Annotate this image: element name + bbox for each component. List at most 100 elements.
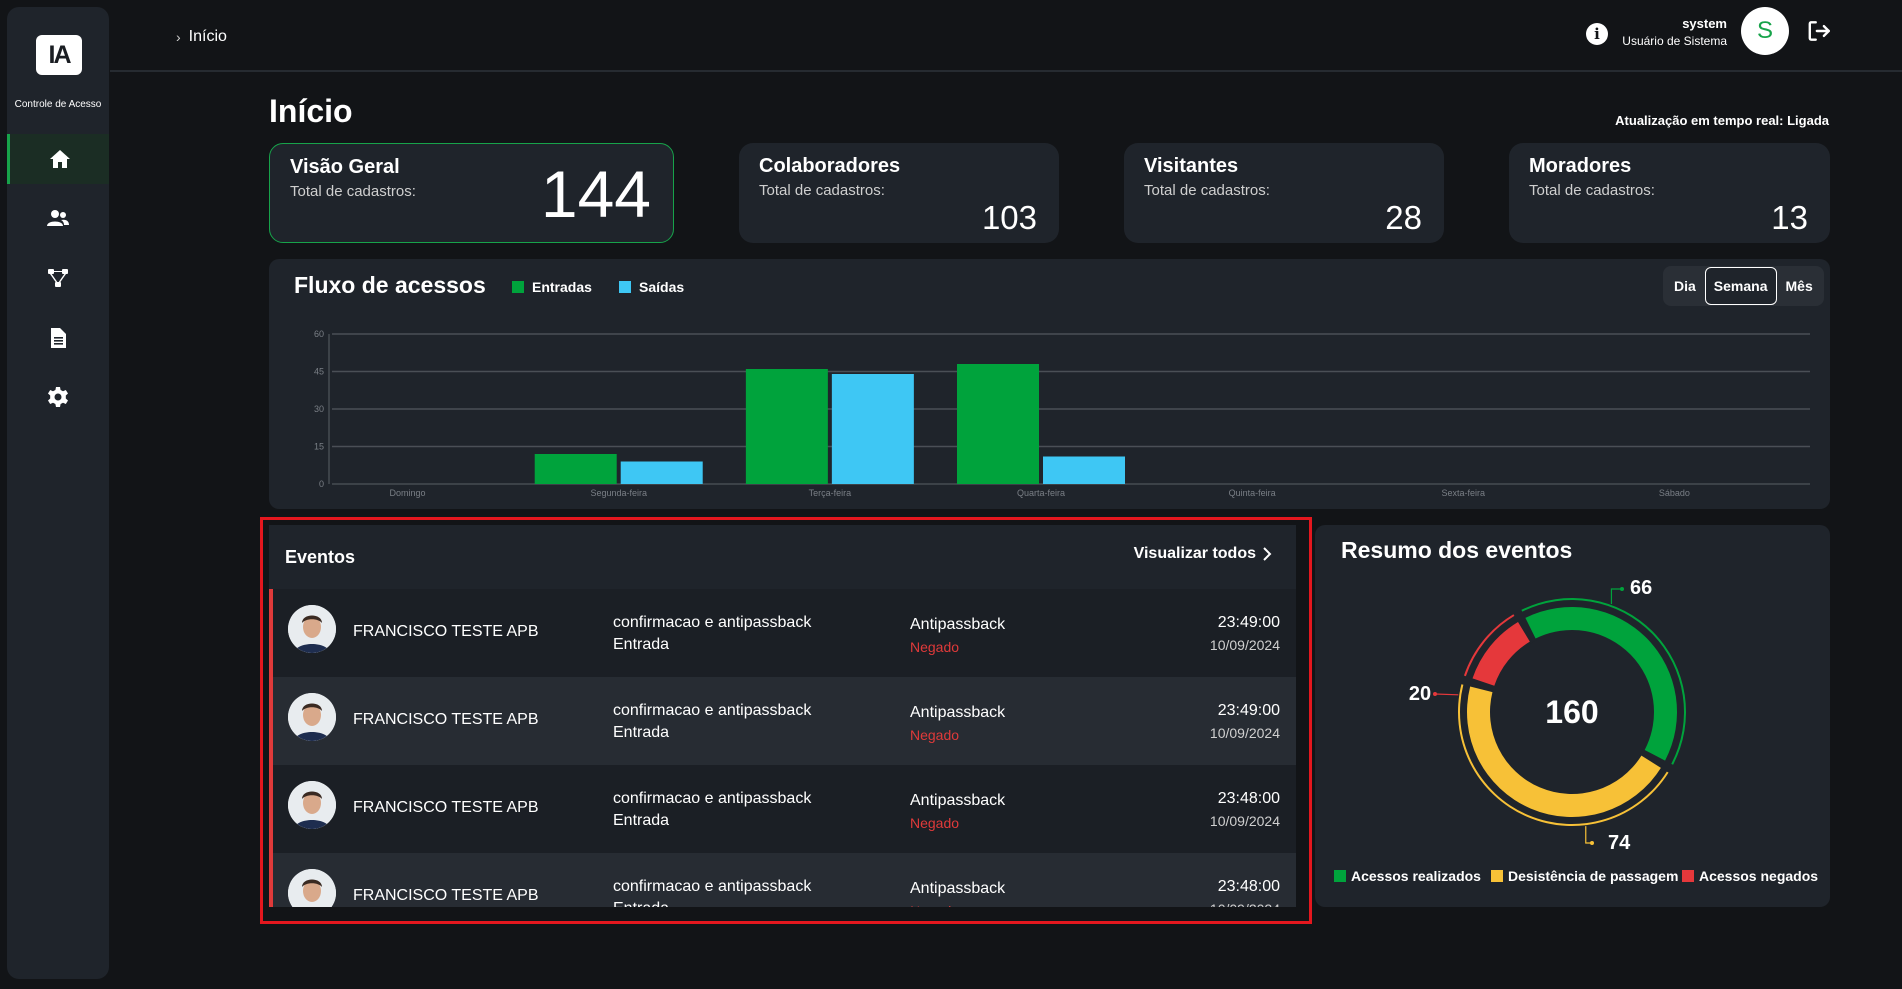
period-day-button[interactable]: Dia [1674, 278, 1696, 294]
y-tick-label: 15 [314, 442, 324, 452]
event-direction: Entrada [613, 900, 669, 907]
bar-entradas[interactable] [957, 364, 1039, 484]
y-tick-label: 60 [314, 329, 324, 339]
bar-saidas[interactable] [620, 461, 703, 485]
breadcrumb-item[interactable]: Início [188, 28, 227, 45]
event-person-photo [288, 693, 336, 741]
home-icon [49, 150, 70, 168]
legend-swatch [1682, 870, 1694, 882]
document-icon [51, 328, 66, 348]
bar-entradas[interactable] [745, 369, 828, 484]
event-person-photo [288, 781, 336, 829]
legend-swatch [1491, 870, 1503, 882]
event-person-name: FRANCISCO TESTE APB [353, 887, 539, 904]
donut-value-label: 66 [1630, 577, 1652, 599]
period-week-button[interactable]: Semana [1704, 267, 1777, 305]
user-name: system [1682, 16, 1727, 31]
stat-card-collaborators[interactable]: Colaboradores Total de cadastros: 103 [739, 143, 1059, 243]
legend-entradas[interactable]: Entradas [512, 279, 592, 295]
access-flow-chart: 0 15 30 45 60 Domingo Segunda-feira Terça-feira… [314, 329, 1810, 498]
event-direction: Entrada [613, 812, 670, 829]
stat-title: Visão Geral [290, 156, 400, 178]
x-tick-label: Sábado [1659, 488, 1690, 498]
y-tick-label: 30 [314, 404, 324, 414]
logo-text: IA [48, 40, 72, 69]
event-date: 10/09/2024 [1209, 725, 1280, 741]
event-description: confirmacao e antipassback [613, 702, 812, 719]
stat-subtitle: Total de cadastros: [1144, 182, 1270, 199]
sidebar-item-settings[interactable] [7, 372, 109, 422]
legend-label: Desistência de passagem [1508, 868, 1679, 884]
event-type: Antipassback [910, 880, 1006, 897]
events-highlight-frame [260, 517, 1312, 924]
stat-card-overview[interactable]: Visão Geral Total de cadastros: 144 [269, 143, 674, 243]
x-tick-label: Terça-feira [809, 488, 852, 498]
share-nodes-icon [48, 269, 68, 287]
event-person-name: FRANCISCO TESTE APB [353, 623, 539, 640]
legend-label: Saídas [639, 279, 685, 295]
avatar[interactable]: S [1741, 7, 1789, 55]
x-tick-label: Segunda-feira [590, 488, 647, 498]
legend-swatch [1334, 870, 1346, 882]
view-all-link[interactable]: Visualizar todos [1134, 545, 1272, 563]
breadcrumb: › Início [176, 28, 227, 46]
event-date: 10/09/2024 [1209, 637, 1280, 653]
summary-title: Resumo dos eventos [1341, 537, 1573, 563]
event-direction: Entrada [613, 636, 670, 653]
legend-realizados[interactable]: Acessos realizados [1334, 868, 1481, 884]
donut-value-label: 74 [1608, 832, 1631, 854]
info-icon[interactable]: i [1586, 23, 1608, 45]
donut-segment[interactable] [1467, 686, 1661, 818]
event-row[interactable]: FRANCISCO TESTE APB confirmacao e antipas… [273, 677, 1296, 765]
app-logo: IA [36, 35, 82, 75]
callout-line [1434, 693, 1459, 696]
chart-title: Fluxo de acessos [294, 272, 486, 298]
bar-entradas[interactable] [534, 454, 617, 484]
legend-negados[interactable]: Acessos negados [1682, 868, 1818, 884]
chevron-right-icon: › [176, 29, 181, 45]
legend-saidas[interactable]: Saídas [619, 279, 684, 295]
event-row[interactable]: FRANCISCO TESTE APB confirmacao e antipas… [273, 589, 1296, 677]
bar-saidas[interactable] [1043, 456, 1125, 485]
callout-line [1610, 588, 1622, 604]
callout-line [1585, 826, 1592, 844]
events-donut-chart: 160 66 74 20 [1409, 577, 1686, 854]
event-person-name: FRANCISCO TESTE APB [353, 711, 539, 728]
event-date: 10/09/2024 [1209, 813, 1280, 829]
callout-dot [1433, 692, 1437, 696]
sidebar-item-connections[interactable] [7, 253, 109, 303]
sidebar-item-reports[interactable] [7, 313, 109, 363]
event-status: Negado [910, 815, 960, 831]
stat-card-visitors[interactable]: Visitantes Total de cadastros: 28 [1124, 143, 1444, 243]
sidebar-item-home[interactable] [7, 134, 109, 184]
x-tick-label: Domingo [390, 488, 426, 498]
event-time: 23:49:00 [1217, 614, 1280, 631]
legend-label: Entradas [532, 279, 592, 295]
y-tick-label: 0 [319, 479, 324, 489]
donut-total: 160 [1545, 694, 1598, 730]
x-tick-label: Sexta-feira [1442, 488, 1486, 498]
users-icon [47, 210, 69, 226]
bar-saidas[interactable] [831, 374, 914, 484]
sidebar: IA Controle de Acesso [7, 7, 109, 979]
chevron-right-icon [1263, 547, 1272, 561]
legend-label: Acessos negados [1699, 868, 1819, 884]
event-row[interactable]: FRANCISCO TESTE APB confirmacao e antipas… [273, 765, 1296, 853]
donut-segment[interactable] [1472, 621, 1530, 686]
stat-subtitle: Total de cadastros: [759, 182, 885, 199]
user-role: Usuário de Sistema [1622, 34, 1727, 48]
stat-card-residents[interactable]: Moradores Total de cadastros: 13 [1509, 143, 1830, 243]
stat-value: 103 [981, 199, 1037, 236]
logout-icon[interactable] [1806, 18, 1832, 44]
donut-segment[interactable] [1525, 607, 1677, 761]
realtime-status[interactable]: Atualização em tempo real: Ligada [1615, 113, 1829, 128]
event-row[interactable]: FRANCISCO TESTE APB confirmacao e antipas… [273, 853, 1296, 907]
event-person-photo [288, 869, 336, 907]
stat-title: Colaboradores [759, 155, 901, 177]
legend-desistencia[interactable]: Desistência de passagem [1491, 868, 1678, 884]
events-panel: Eventos Visualizar todos FRANCISCO TESTE… [269, 525, 1296, 907]
gear-icon [48, 387, 68, 407]
period-month-button[interactable]: Mês [1785, 278, 1813, 294]
sidebar-item-users[interactable] [7, 193, 109, 243]
event-direction: Entrada [613, 724, 670, 741]
